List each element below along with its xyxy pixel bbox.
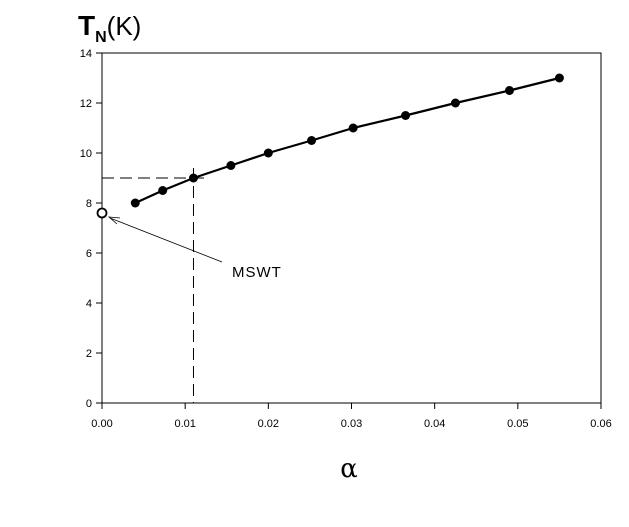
y-tick-label: 8 xyxy=(86,198,92,210)
y-tick-label: 4 xyxy=(86,298,92,310)
x-axis-label: α xyxy=(340,454,358,484)
x-tick-label: 0.04 xyxy=(424,418,445,430)
data-point xyxy=(505,86,515,95)
x-tick-label: 0.03 xyxy=(341,418,362,430)
reference-point-marker xyxy=(96,207,108,219)
data-point xyxy=(554,73,564,83)
y-axis-title-unit: (K) xyxy=(107,11,142,41)
data-point xyxy=(450,98,460,108)
annotation-arrow-line xyxy=(109,217,223,263)
y-tick-label: 2 xyxy=(86,348,92,360)
data-point xyxy=(348,123,358,133)
annotation-label: MSWT xyxy=(232,264,282,281)
data-point xyxy=(188,173,198,183)
y-tick-label: 14 xyxy=(80,48,92,60)
series-line xyxy=(134,76,560,205)
x-tick-label: 0.05 xyxy=(507,418,528,430)
data-point xyxy=(158,186,168,195)
x-tick-label: 0.06 xyxy=(590,418,611,430)
guide-lines xyxy=(102,168,209,403)
y-axis-title-subscript: N xyxy=(95,29,107,46)
annotation-arrow-head xyxy=(107,216,121,225)
y-tick-label: 12 xyxy=(80,98,92,110)
x-ticks: 0.00 0.01 0.02 0.03 0.04 0.05 0.06 xyxy=(91,403,612,430)
plot-frame xyxy=(101,52,602,404)
y-tick-label: 10 xyxy=(80,148,92,160)
y-tick-label: 0 xyxy=(86,398,92,410)
x-tick-label: 0.01 xyxy=(174,418,195,430)
x-tick-label: 0.00 xyxy=(91,418,112,430)
data-point xyxy=(263,148,273,158)
data-point xyxy=(130,198,140,208)
data-point xyxy=(307,136,317,145)
data-point xyxy=(401,111,411,120)
data-point xyxy=(226,161,236,170)
x-tick-label: 0.02 xyxy=(258,418,279,430)
y-axis-title-main: T xyxy=(78,10,95,41)
y-axis-title: TN(K) xyxy=(78,10,141,46)
mswt-annotation: MSWT xyxy=(96,207,282,281)
y-ticks: 0 2 4 6 8 10 12 14 xyxy=(80,48,102,410)
y-tick-label: 6 xyxy=(86,248,92,260)
series xyxy=(130,73,564,208)
